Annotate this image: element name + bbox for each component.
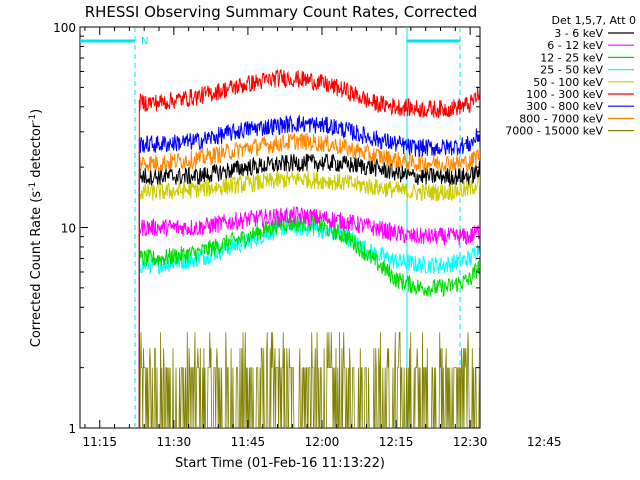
series-line (138, 218, 480, 428)
series-line (138, 132, 480, 428)
y-axis-label-part: ) (29, 109, 44, 114)
legend-header: Det 1,5,7, Att 0 (552, 14, 636, 27)
x-axis-label: Start Time (01-Feb-16 11:13:22) (175, 456, 385, 471)
y-axis-label-part: detector (29, 122, 44, 182)
y-tick-label: 1 (68, 422, 76, 436)
x-tick-label: 11:45 (231, 435, 266, 449)
y-axis-label-superscript: -1 (28, 182, 38, 191)
y-axis-label: Corrected Count Rate (s-1 detector-1) (28, 109, 44, 347)
axis-layer: 1 10 100 11:15 11:30 11:45 12:00 12:15 12:30 12:4… (53, 21, 561, 449)
series-line (138, 114, 480, 428)
legend-entry-label: 7000 - 15000 keV (505, 125, 603, 138)
legend-entry-label: 800 - 7000 keV (519, 112, 603, 125)
x-tick-label: 11:30 (157, 435, 192, 449)
x-tick-label: 12:30 (453, 435, 488, 449)
series-line (138, 153, 480, 428)
chart-title: RHESSI Observing Summary Count Rates, Co… (85, 3, 478, 21)
y-tick-label: 10 (61, 222, 76, 236)
y-axis-label-superscript: -1 (28, 114, 38, 123)
series-line (138, 331, 480, 428)
x-tick-label: 12:00 (305, 435, 340, 449)
x-tick-label: 12:15 (379, 435, 414, 449)
x-tick-label: 12:45 (527, 435, 562, 449)
legend-entry-label: 25 - 50 keV (540, 64, 603, 77)
legend-entry-label: 100 - 300 keV (526, 88, 603, 101)
legend-entry-label: 300 - 800 keV (526, 100, 603, 113)
attenuator-state-markers: N (80, 27, 461, 428)
legend-entry-label: 6 - 12 keV (547, 39, 603, 52)
series-layer (138, 68, 480, 428)
y-axis-label-part: Corrected Count Rate (s (29, 191, 44, 348)
y-tick-label: 100 (53, 21, 76, 35)
legend-entry-label: 50 - 100 keV (533, 76, 603, 89)
attenuator-flag-label: N (141, 36, 148, 47)
series-line (138, 214, 480, 428)
series-line (138, 170, 480, 428)
x-tick-label: 11:15 (82, 435, 117, 449)
legend-entry-label: 3 - 6 keV (554, 27, 603, 40)
series-line (138, 206, 480, 428)
legend-entry-label: 12 - 25 keV (540, 51, 603, 64)
series-line (138, 68, 480, 428)
